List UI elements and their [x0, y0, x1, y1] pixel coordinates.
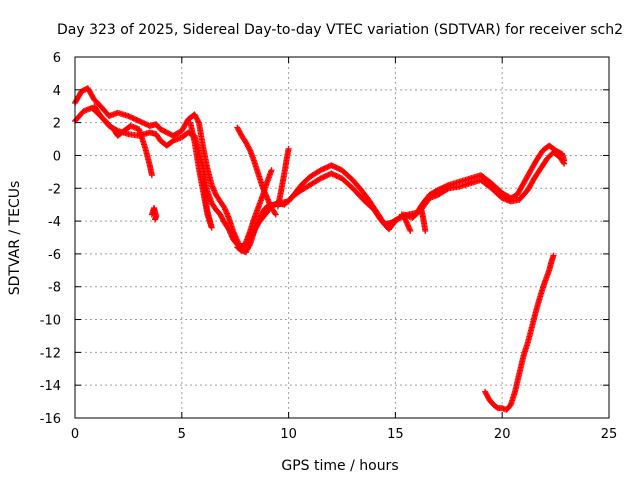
x-tick-label: 0 — [71, 427, 79, 442]
chart-title: Day 323 of 2025, Sidereal Day-to-day VTE… — [57, 22, 623, 38]
y-tick-label: -6 — [48, 248, 61, 263]
data-point — [444, 186, 451, 193]
y-tick-label: 6 — [53, 51, 61, 66]
x-tick-label: 10 — [280, 427, 297, 442]
data-point — [148, 172, 155, 179]
series-track-i — [398, 211, 414, 234]
y-tick-label: -14 — [40, 379, 61, 394]
data-point — [152, 216, 159, 223]
x-tick-label: 25 — [601, 427, 618, 442]
y-axis-label: SDTVAR / TECUs — [7, 181, 23, 296]
data-point — [560, 159, 567, 166]
series-track-g — [234, 167, 275, 254]
series-track-k — [482, 252, 557, 413]
data-point — [234, 244, 241, 251]
y-tick-label: -12 — [40, 346, 61, 361]
series-track-h — [274, 145, 292, 210]
data-points — [72, 85, 568, 413]
tick-labels: 0 5 10 15 20 25 -16 -14 -12 -10 -8 -6 -4 -2 0 2 4 6 — [40, 51, 618, 442]
data-point — [399, 212, 406, 219]
y-tick-label: -16 — [40, 412, 61, 427]
data-point — [550, 252, 557, 259]
data-point — [235, 245, 242, 252]
y-tick-label: -8 — [48, 281, 61, 296]
x-axis-label: GPS time / hours — [281, 458, 398, 474]
data-point — [271, 210, 278, 217]
x-tick-label: 20 — [494, 427, 511, 442]
axis-ticks — [74, 56, 610, 419]
y-tick-label: 0 — [53, 149, 61, 164]
data-point — [418, 204, 425, 211]
y-tick-label: -10 — [40, 314, 61, 329]
y-tick-label: 2 — [53, 117, 61, 132]
x-tick-label: 15 — [387, 427, 404, 442]
data-point — [272, 211, 279, 218]
series-track-c — [91, 103, 155, 179]
series-track-e — [187, 119, 215, 231]
y-tick-label: -2 — [48, 182, 61, 197]
plot-frame — [74, 56, 610, 419]
series-track-j — [418, 204, 429, 234]
x-tick-label: 5 — [178, 427, 186, 442]
series-track-d — [148, 204, 160, 223]
data-point — [561, 160, 568, 167]
data-point — [274, 203, 281, 210]
y-tick-label: -4 — [48, 215, 61, 230]
data-point — [398, 211, 405, 218]
y-tick-label: 4 — [53, 84, 61, 99]
data-point — [200, 178, 207, 185]
